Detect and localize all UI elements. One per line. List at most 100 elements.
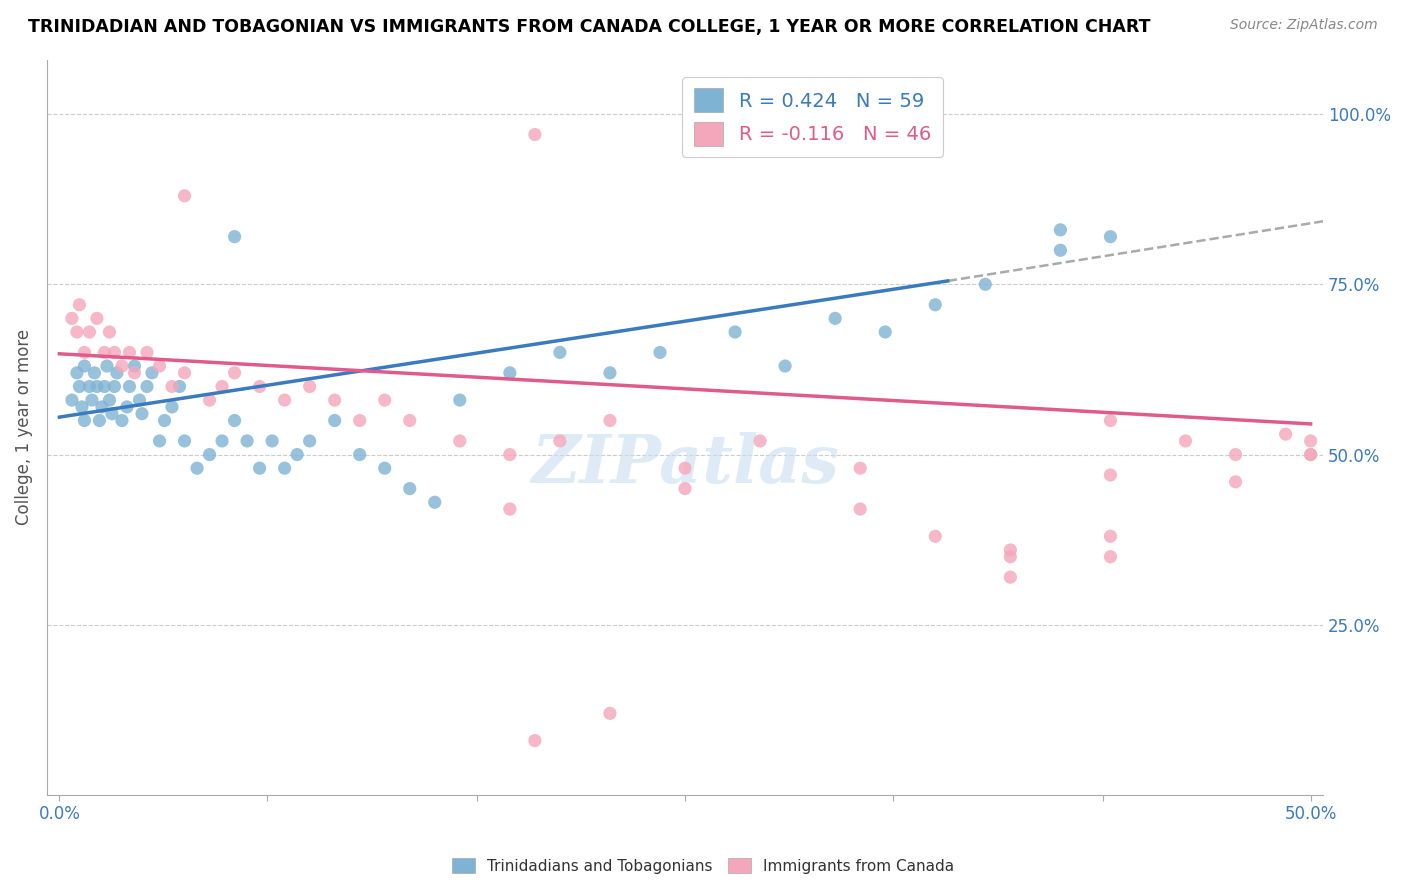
Text: TRINIDADIAN AND TOBAGONIAN VS IMMIGRANTS FROM CANADA COLLEGE, 1 YEAR OR MORE COR: TRINIDADIAN AND TOBAGONIAN VS IMMIGRANTS… xyxy=(28,18,1150,36)
Point xyxy=(118,345,141,359)
Point xyxy=(66,366,89,380)
Point xyxy=(1049,244,1071,258)
Point xyxy=(224,413,246,427)
Point xyxy=(262,434,284,448)
Point xyxy=(824,311,846,326)
Point xyxy=(374,393,396,408)
Point xyxy=(148,434,170,448)
Point xyxy=(548,345,571,359)
Point xyxy=(1049,223,1071,237)
Point xyxy=(1099,468,1122,483)
Point xyxy=(211,434,233,448)
Point xyxy=(724,325,747,339)
Point xyxy=(1299,434,1322,448)
Point xyxy=(86,311,108,326)
Legend: R = 0.424   N = 59, R = -0.116   N = 46: R = 0.424 N = 59, R = -0.116 N = 46 xyxy=(682,77,943,157)
Point xyxy=(83,366,105,380)
Point xyxy=(96,359,118,373)
Point xyxy=(89,413,111,427)
Point xyxy=(136,379,159,393)
Point xyxy=(924,529,946,543)
Point xyxy=(749,434,772,448)
Point xyxy=(93,379,115,393)
Point xyxy=(60,311,83,326)
Point xyxy=(160,379,183,393)
Point xyxy=(599,413,621,427)
Point xyxy=(236,434,259,448)
Point xyxy=(523,128,546,142)
Point xyxy=(398,482,420,496)
Point xyxy=(349,413,371,427)
Point xyxy=(153,413,176,427)
Point xyxy=(323,413,346,427)
Point xyxy=(1099,549,1122,564)
Point xyxy=(105,366,128,380)
Point xyxy=(124,366,146,380)
Text: Source: ZipAtlas.com: Source: ZipAtlas.com xyxy=(1230,18,1378,32)
Point xyxy=(169,379,191,393)
Point xyxy=(124,359,146,373)
Point xyxy=(849,502,872,516)
Point xyxy=(499,366,522,380)
Point xyxy=(773,359,796,373)
Point xyxy=(673,461,696,475)
Text: ZIPatlas: ZIPatlas xyxy=(531,432,839,497)
Point xyxy=(115,400,138,414)
Point xyxy=(673,482,696,496)
Point xyxy=(1000,549,1022,564)
Point xyxy=(1225,448,1247,462)
Point xyxy=(1099,529,1122,543)
Point xyxy=(103,379,125,393)
Point xyxy=(423,495,446,509)
Point xyxy=(67,298,90,312)
Point xyxy=(70,400,93,414)
Point xyxy=(349,448,371,462)
Point xyxy=(924,298,946,312)
Point xyxy=(111,413,134,427)
Point xyxy=(298,434,321,448)
Point xyxy=(1225,475,1247,489)
Point xyxy=(1174,434,1197,448)
Point xyxy=(186,461,208,475)
Point xyxy=(273,461,295,475)
Point xyxy=(974,277,997,292)
Point xyxy=(499,502,522,516)
Point xyxy=(249,461,271,475)
Point xyxy=(273,393,295,408)
Point xyxy=(1299,448,1322,462)
Point xyxy=(141,366,163,380)
Point xyxy=(1099,413,1122,427)
Point xyxy=(249,379,271,393)
Point xyxy=(103,345,125,359)
Point xyxy=(1299,448,1322,462)
Point xyxy=(131,407,153,421)
Point xyxy=(449,434,471,448)
Point xyxy=(849,461,872,475)
Legend: Trinidadians and Tobagonians, Immigrants from Canada: Trinidadians and Tobagonians, Immigrants… xyxy=(446,852,960,880)
Point xyxy=(67,379,90,393)
Point xyxy=(1000,542,1022,557)
Point xyxy=(79,379,101,393)
Point xyxy=(173,434,195,448)
Point xyxy=(548,434,571,448)
Point xyxy=(118,379,141,393)
Point xyxy=(80,393,103,408)
Point xyxy=(224,229,246,244)
Point xyxy=(875,325,897,339)
Point xyxy=(224,366,246,380)
Point xyxy=(198,448,221,462)
Y-axis label: College, 1 year or more: College, 1 year or more xyxy=(15,329,32,525)
Point xyxy=(398,413,420,427)
Point xyxy=(285,448,308,462)
Point xyxy=(148,359,170,373)
Point xyxy=(499,448,522,462)
Point xyxy=(73,413,96,427)
Point xyxy=(128,393,150,408)
Point xyxy=(198,393,221,408)
Point xyxy=(66,325,89,339)
Point xyxy=(79,325,101,339)
Point xyxy=(374,461,396,475)
Point xyxy=(298,379,321,393)
Point xyxy=(648,345,671,359)
Point xyxy=(323,393,346,408)
